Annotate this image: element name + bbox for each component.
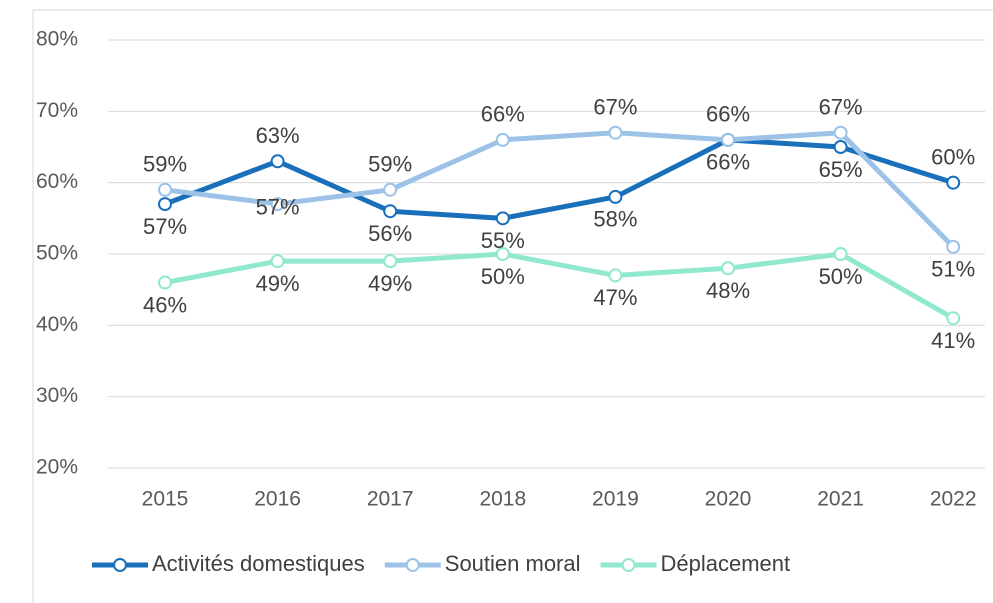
x-tick-label: 2019 [592, 488, 639, 511]
marker [721, 261, 735, 276]
data-label: 50% [481, 264, 525, 289]
marker [270, 254, 285, 269]
marker [158, 182, 172, 197]
data-label: 47% [593, 285, 637, 310]
y-tick-label: 40% [36, 313, 78, 336]
legend-marker [405, 558, 420, 572]
marker [270, 154, 285, 169]
data-label: 67% [593, 95, 637, 120]
marker [383, 254, 398, 269]
marker [946, 239, 961, 254]
marker [608, 268, 623, 283]
marker [495, 132, 510, 147]
data-label: 49% [256, 271, 300, 296]
x-tick-label: 2022 [930, 488, 977, 511]
x-tick-label: 2017 [367, 488, 414, 511]
series-line [164, 130, 955, 249]
marker [608, 189, 623, 204]
data-label: 51% [931, 257, 975, 282]
marker [833, 140, 848, 154]
x-tick-label: 2021 [817, 488, 864, 511]
data-label: 66% [706, 102, 750, 127]
y-tick-label: 20% [36, 456, 78, 479]
data-label: 58% [593, 207, 637, 232]
data-label: 66% [481, 102, 525, 127]
data-label: 59% [368, 152, 412, 177]
data-label: 41% [931, 328, 975, 353]
y-tick-label: 50% [36, 242, 78, 265]
series-line [164, 251, 955, 321]
data-label: 57% [143, 214, 187, 239]
marker [833, 125, 848, 140]
marker [158, 197, 172, 212]
legend-label: Activités domestiques [152, 551, 365, 576]
marker [495, 247, 510, 261]
x-tick-label: 2015 [142, 488, 189, 511]
marker [270, 197, 285, 212]
series-line [164, 137, 954, 221]
marker [383, 182, 398, 197]
marker [946, 311, 961, 326]
data-label: 57% [256, 195, 300, 220]
y-tick-label: 60% [36, 170, 78, 193]
data-label: 65% [819, 157, 863, 182]
data-label: 46% [143, 292, 187, 317]
data-label: 59% [143, 152, 187, 177]
legend-marker [113, 558, 127, 572]
marker [158, 275, 172, 290]
y-tick-label: 30% [36, 384, 78, 407]
data-label: 49% [368, 271, 412, 296]
marker [833, 247, 848, 261]
legend-marker [621, 558, 636, 572]
data-label: 56% [368, 221, 412, 246]
marker [721, 132, 735, 147]
x-tick-label: 2020 [705, 488, 752, 511]
data-label: 63% [256, 123, 300, 148]
data-label: 66% [706, 150, 750, 175]
y-tick-label: 70% [36, 99, 78, 122]
x-tick-label: 2018 [479, 488, 526, 511]
marker [383, 204, 398, 219]
marker [608, 125, 623, 140]
marker [495, 211, 510, 226]
data-label: 55% [481, 228, 525, 253]
y-tick-label: 80% [36, 28, 78, 51]
legend-label: Déplacement [661, 551, 791, 576]
legend-label: Soutien moral [445, 551, 581, 576]
data-label: 60% [931, 144, 975, 169]
data-label: 48% [706, 278, 750, 303]
x-tick-label: 2016 [254, 488, 301, 511]
data-label: 50% [819, 264, 863, 289]
data-label: 67% [819, 95, 863, 120]
marker [946, 175, 961, 190]
